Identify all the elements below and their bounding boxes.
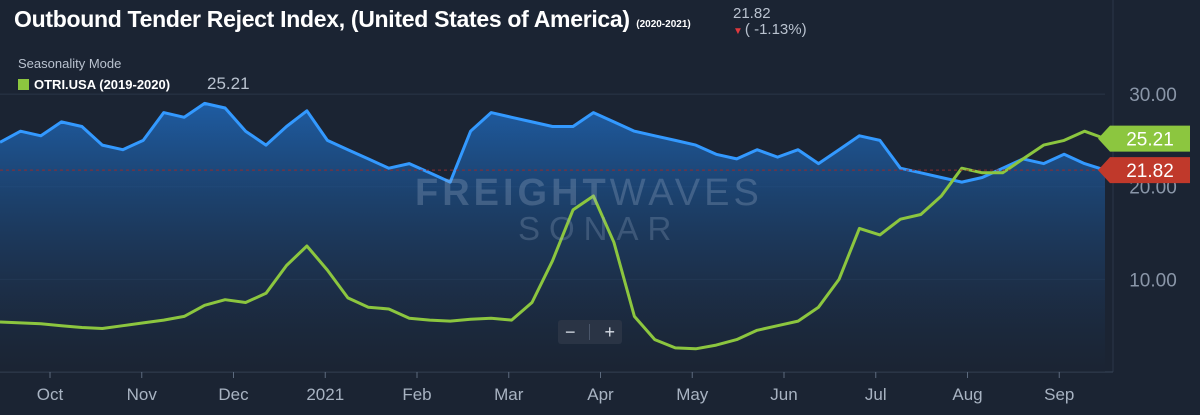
x-tick-label: May	[676, 385, 709, 404]
chart-header: Outbound Tender Reject Index, (United St…	[14, 6, 691, 33]
y-tick-label: 10.00	[1129, 270, 1177, 291]
title-years: (2020-2021)	[636, 19, 691, 30]
change-value: ( -1.13%)	[744, 21, 807, 38]
x-tick-label: Mar	[494, 385, 524, 404]
legend-label: OTRI.USA (2019-2020)	[34, 77, 171, 92]
zoom-in-button[interactable]: +	[604, 321, 615, 342]
seasonality-mode-label: Seasonality Mode	[18, 56, 122, 71]
zoom-out-button[interactable]: −	[564, 321, 576, 342]
x-tick-label: Nov	[127, 385, 158, 404]
value-badge-label: 21.82	[1126, 161, 1174, 182]
x-tick-label: Apr	[587, 385, 614, 404]
current-value: 21.82	[733, 5, 771, 22]
current-value-badge	[1098, 157, 1190, 184]
prior-value-badge	[1098, 125, 1190, 152]
x-tick-label: Oct	[37, 385, 64, 404]
x-tick-label: 2021	[306, 385, 344, 404]
x-tick-label: Aug	[952, 385, 982, 404]
x-tick-label: Jul	[865, 385, 887, 404]
x-tick-label: Sep	[1044, 385, 1074, 404]
zoom-separator	[589, 324, 591, 340]
legend-swatch	[18, 79, 29, 90]
x-tick-label: Dec	[218, 385, 249, 404]
watermark-freight: FREIGHT	[415, 172, 610, 214]
watermark-waves: WAVES	[609, 172, 763, 214]
x-tick-label: Jun	[770, 385, 797, 404]
change-readout: ▼( -1.13%)	[733, 21, 807, 38]
value-badge-label: 25.21	[1126, 130, 1174, 151]
value-box: 21.82 ▼( -1.13%)	[733, 6, 807, 40]
legend-item-prior[interactable]: OTRI.USA (2019-2020)	[18, 77, 170, 92]
legend-value: 25.21	[207, 74, 250, 93]
zoom-controls: − +	[558, 320, 622, 344]
arrow-down-icon: ▼	[733, 26, 743, 37]
y-tick-label: 30.00	[1129, 85, 1177, 106]
watermark-freightwaves: FREIGHTWAVES	[415, 172, 763, 215]
watermark-sonar: SONAR	[518, 210, 681, 247]
chart-title: Outbound Tender Reject Index, (United St…	[14, 6, 630, 32]
x-tick-label: Feb	[402, 385, 431, 404]
